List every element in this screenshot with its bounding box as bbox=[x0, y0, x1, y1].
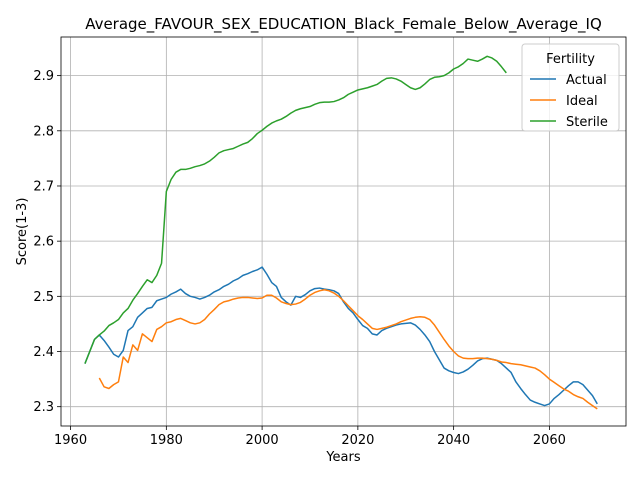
legend-items: Actual Ideal Sterile bbox=[530, 73, 608, 130]
x-tick-label: 2040 bbox=[437, 433, 470, 448]
chart-title: Average_FAVOUR_SEX_EDUCATION_Black_Femal… bbox=[85, 15, 602, 34]
x-tick-label: 1980 bbox=[150, 433, 183, 448]
legend-label-ideal: Ideal bbox=[566, 94, 598, 109]
x-tick-label: 2000 bbox=[246, 433, 279, 448]
legend-label-sterile: Sterile bbox=[566, 115, 608, 130]
plot-frame bbox=[60, 36, 627, 427]
x-tick-label: 2020 bbox=[341, 433, 374, 448]
ticks: 1960 1980 2000 2020 2040 2060 2.3 2.4 2.5 2.6 2.7 2… bbox=[33, 69, 566, 448]
y-axis-label: Score(1-3) bbox=[15, 198, 30, 266]
y-tick-label: 2.8 bbox=[33, 124, 54, 139]
series-line-actual bbox=[84, 266, 598, 407]
x-axis-label: Years bbox=[325, 450, 361, 465]
y-tick-label: 2.3 bbox=[33, 400, 54, 415]
y-tick-label: 2.5 bbox=[33, 290, 54, 305]
y-tick-label: 2.7 bbox=[33, 179, 54, 194]
series-line-sterile bbox=[84, 55, 507, 364]
x-tick-label: 1960 bbox=[54, 433, 87, 448]
series-line-ideal bbox=[98, 288, 598, 410]
legend-label-actual: Actual bbox=[566, 73, 607, 88]
legend: Fertility Actual Ideal Sterile bbox=[521, 43, 620, 132]
series-layer bbox=[84, 55, 598, 410]
y-tick-label: 2.4 bbox=[33, 345, 54, 360]
x-tick-label: 2060 bbox=[533, 433, 566, 448]
legend-box bbox=[521, 43, 620, 132]
y-tick-label: 2.6 bbox=[33, 235, 54, 250]
legend-title: Fertility bbox=[546, 52, 595, 67]
y-tick-label: 2.9 bbox=[33, 69, 54, 84]
